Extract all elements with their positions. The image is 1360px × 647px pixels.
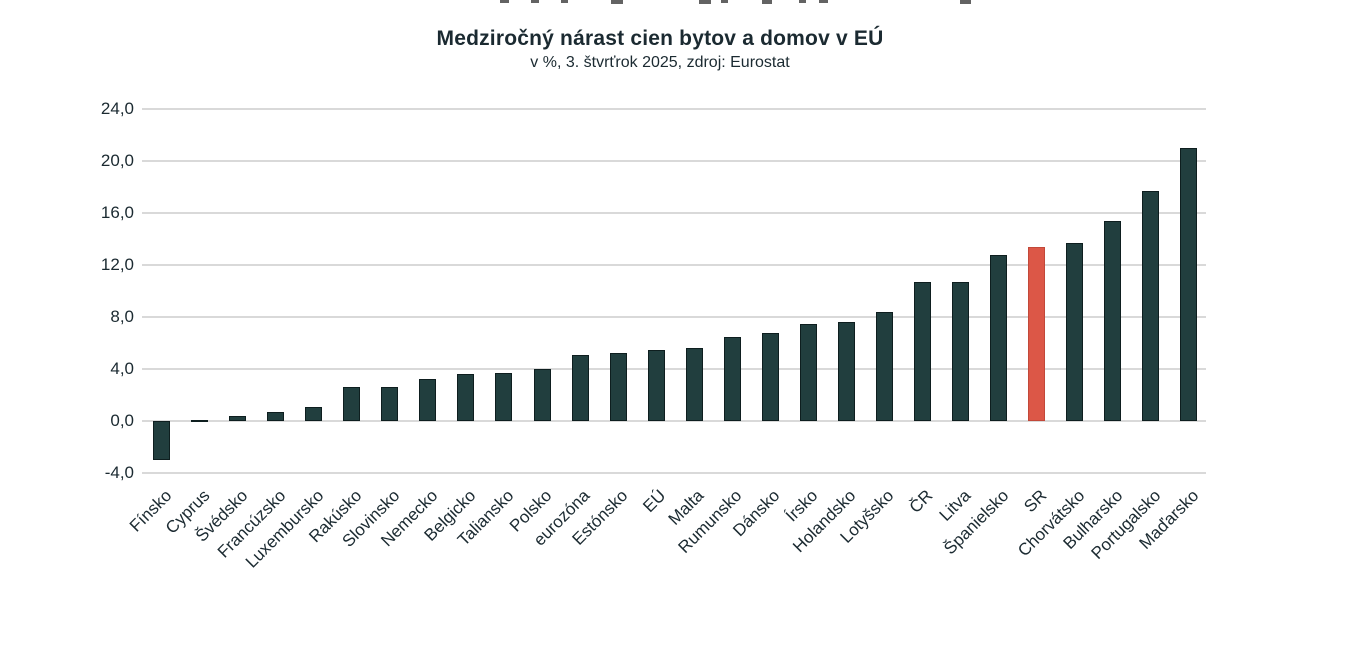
bar (647, 349, 665, 421)
gridline (142, 316, 1206, 318)
y-axis-tick-label: 8,0 (110, 307, 134, 326)
y-axis-tick-label: 4,0 (110, 359, 134, 378)
gridline (142, 264, 1206, 266)
y-axis-tick-label: 20,0 (100, 151, 134, 170)
bar (381, 387, 399, 421)
bar (495, 372, 513, 421)
bar (990, 254, 1008, 421)
bar (571, 354, 589, 421)
bar (609, 353, 627, 421)
gridline (142, 368, 1206, 370)
bar (837, 322, 855, 421)
bar (419, 379, 437, 421)
bar (761, 332, 779, 421)
y-axis-tick-label: 0,0 (110, 411, 134, 430)
bar (305, 406, 323, 421)
y-axis-tick-label: -4,0 (104, 463, 134, 482)
bar (457, 374, 475, 421)
bar (914, 281, 931, 421)
gridline (142, 420, 1206, 422)
bar (229, 415, 247, 421)
bar (533, 369, 551, 421)
chart-subtitle: v %, 3. štvrťrok 2025, zdroj: Eurostat (530, 54, 790, 71)
bar (875, 311, 893, 421)
chart-title: Medziročný nárast cien bytov a domov v E… (436, 27, 884, 50)
bar (343, 387, 361, 421)
bar (1104, 220, 1122, 421)
bar (799, 323, 817, 421)
bar (723, 336, 741, 421)
bar (191, 420, 209, 422)
gridline (142, 160, 1206, 162)
gridline (142, 472, 1206, 474)
bar (267, 411, 285, 421)
y-axis-tick-label: 12,0 (100, 255, 134, 274)
bar (1142, 190, 1160, 421)
bar-highlighted (1028, 246, 1046, 421)
bar (153, 421, 170, 460)
bar (685, 348, 703, 421)
gridline (142, 212, 1206, 214)
bar (1066, 242, 1084, 421)
y-axis-tick-label: 16,0 (100, 203, 134, 222)
y-axis-tick-label: 24,0 (100, 99, 134, 118)
bar (952, 281, 970, 421)
gridline (142, 108, 1206, 110)
bar (1180, 148, 1198, 421)
